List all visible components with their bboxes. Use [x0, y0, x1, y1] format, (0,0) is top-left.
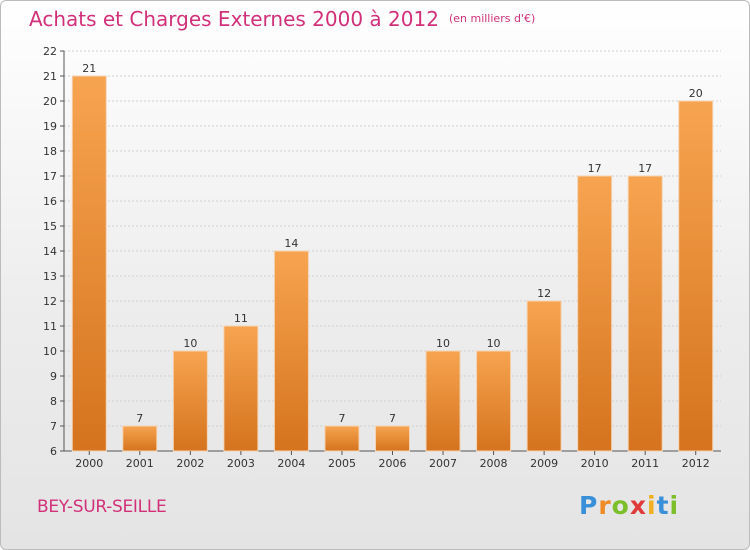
x-tick-label: 2007: [429, 457, 457, 470]
logo-letter: x: [629, 491, 647, 520]
data-label: 7: [136, 412, 143, 425]
bar: [375, 425, 410, 452]
x-tick-label: 2001: [126, 457, 154, 470]
y-tick-label: 21: [43, 70, 57, 83]
y-tick-label: 19: [43, 120, 57, 133]
proxiti-logo[interactable]: Proxiti: [579, 491, 679, 520]
y-tick-label: 16: [43, 195, 57, 208]
bar: [526, 300, 562, 452]
y-tick-label: 13: [43, 270, 57, 283]
data-label: 17: [638, 162, 652, 175]
x-tick-label: 2010: [581, 457, 609, 470]
bar: [172, 350, 208, 452]
y-tick-label: 7: [50, 420, 57, 433]
x-tick-label: 2009: [530, 457, 558, 470]
bar: [122, 425, 158, 452]
y-tick-label: 18: [43, 145, 57, 158]
data-label: 17: [588, 162, 602, 175]
y-tick-label: 11: [43, 320, 57, 333]
x-tick-label: 2005: [328, 457, 356, 470]
bar: [425, 350, 461, 452]
x-tick-label: 2011: [631, 457, 659, 470]
y-tick-label: 14: [43, 245, 57, 258]
bar: [273, 250, 309, 452]
y-tick-label: 22: [43, 45, 57, 58]
y-tick-label: 20: [43, 95, 57, 108]
x-tick-label: 2004: [277, 457, 305, 470]
logo-letter: i: [669, 491, 680, 520]
logo-letter: i: [647, 491, 657, 520]
x-tick-label: 2006: [379, 457, 407, 470]
bar: [627, 175, 663, 452]
bar: [324, 425, 360, 452]
data-label: 10: [487, 337, 501, 350]
y-tick-label: 6: [50, 445, 57, 458]
y-tick-label: 10: [43, 345, 57, 358]
x-tick-label: 2000: [75, 457, 103, 470]
data-label: 11: [234, 312, 248, 325]
data-label: 10: [436, 337, 450, 350]
chart-subtitle: (en milliers d'€): [448, 12, 536, 25]
bar: [577, 175, 613, 452]
bar: [476, 350, 512, 452]
data-label: 10: [183, 337, 197, 350]
y-tick-label: 12: [43, 295, 57, 308]
data-label: 7: [389, 412, 396, 425]
y-tick-label: 9: [50, 370, 57, 383]
logo-letter: t: [656, 491, 670, 520]
data-label: 7: [338, 412, 345, 425]
y-tick-label: 17: [43, 170, 57, 183]
data-label: 12: [537, 287, 551, 300]
x-tick-label: 2003: [227, 457, 255, 470]
bar: [71, 75, 107, 452]
logo-letter: r: [598, 491, 612, 520]
place-name: BEY-SUR-SEILLE: [37, 497, 167, 517]
bar: [678, 100, 714, 452]
logo-letter: P: [579, 491, 599, 520]
x-tick-label: 2012: [682, 457, 710, 470]
chart-title: Achats et Charges Externes 2000 à 2012: [29, 7, 439, 31]
bar: [223, 325, 259, 452]
y-tick-label: 15: [43, 220, 57, 233]
x-tick-label: 2002: [176, 457, 204, 470]
data-label: 20: [689, 87, 703, 100]
y-tick-label: 8: [50, 395, 57, 408]
x-tick-label: 2008: [480, 457, 508, 470]
data-label: 21: [82, 62, 96, 75]
data-label: 14: [284, 237, 298, 250]
logo-letter: o: [611, 491, 630, 520]
title-row: Achats et Charges Externes 2000 à 2012 (e…: [29, 7, 535, 31]
